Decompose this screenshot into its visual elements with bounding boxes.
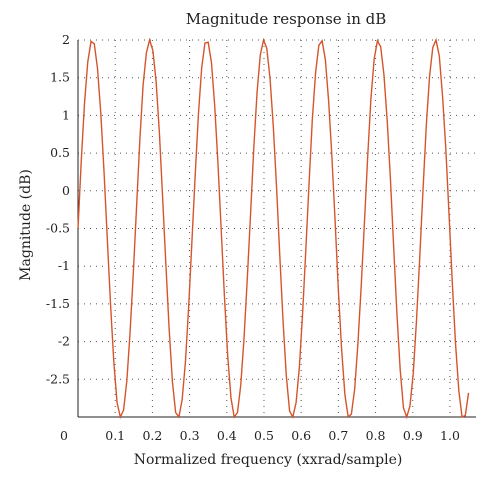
y-tick-label: 0 bbox=[62, 183, 70, 198]
grid bbox=[78, 39, 476, 417]
y-tick-label: 0.5 bbox=[50, 145, 70, 160]
y-tick-label: -2 bbox=[58, 334, 70, 349]
y-tick-label: -0.5 bbox=[46, 221, 70, 236]
magnitude-series-line bbox=[77, 37, 470, 420]
tick-labels: 0 0.1 0.2 0.3 0.4 0.5 0.6 0.7 0.8 0.9 1.0 2 1.5 1 0.5 0… bbox=[46, 32, 460, 443]
x-tick-label: 0.5 bbox=[254, 428, 274, 443]
y-tick-label: -1 bbox=[58, 258, 70, 273]
x-axis-label: Normalized frequency (xxrad/sample) bbox=[134, 452, 403, 468]
x-tick-label: 0.3 bbox=[180, 428, 200, 443]
x-tick-label: 1.0 bbox=[440, 428, 460, 443]
y-tick-label: 2 bbox=[62, 32, 70, 47]
series bbox=[77, 37, 470, 420]
chart-title: Magnitude response in dB bbox=[186, 10, 387, 28]
x-tick-label: 0.4 bbox=[217, 428, 237, 443]
x-tick-label: 0 bbox=[60, 428, 68, 443]
y-tick-label: -1.5 bbox=[46, 296, 70, 311]
x-tick-label: 0.8 bbox=[366, 428, 386, 443]
y-tick-label: -2.5 bbox=[46, 371, 70, 386]
x-tick-label: 0.6 bbox=[291, 428, 311, 443]
x-tick-label: 0.9 bbox=[403, 428, 423, 443]
y-tick-label: 1.5 bbox=[50, 70, 70, 85]
y-axis-label: Magnitude (dB) bbox=[18, 169, 34, 281]
x-tick-label: 0.2 bbox=[142, 428, 162, 443]
x-tick-label: 0.1 bbox=[105, 428, 125, 443]
y-tick-label: 1 bbox=[62, 107, 70, 122]
x-tick-label: 0.7 bbox=[328, 428, 348, 443]
